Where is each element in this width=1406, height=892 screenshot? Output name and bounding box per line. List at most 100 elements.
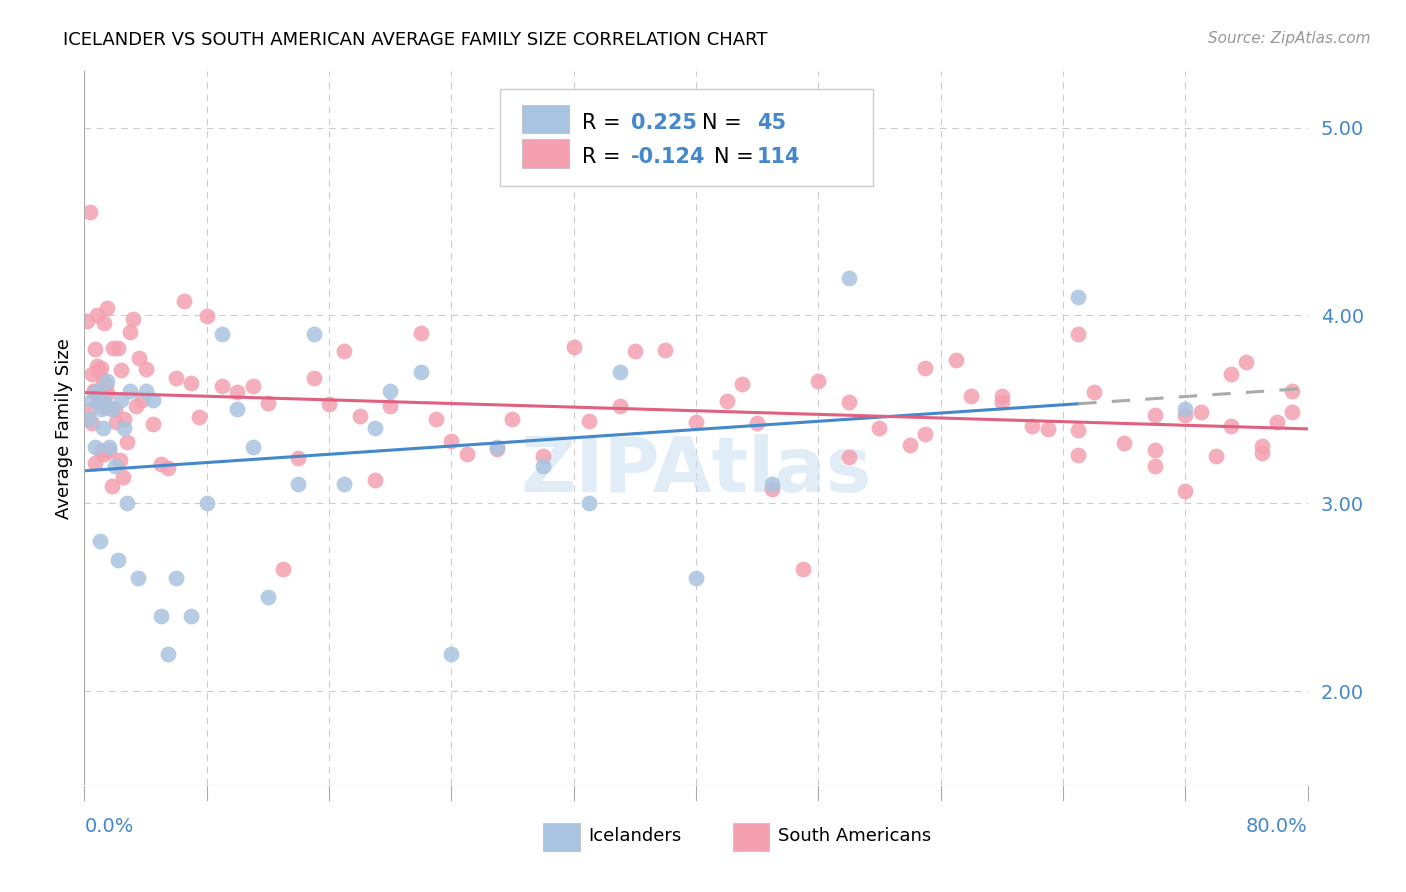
Point xyxy=(1036,422,1059,436)
Point xyxy=(287,477,309,491)
Point xyxy=(90,444,112,458)
Point xyxy=(1265,415,1288,429)
Point xyxy=(486,442,509,457)
Point xyxy=(86,384,108,398)
Point xyxy=(127,571,149,585)
Point xyxy=(1250,439,1272,453)
Point xyxy=(685,415,707,429)
Point xyxy=(1143,442,1166,457)
Text: 0.225: 0.225 xyxy=(631,112,697,133)
Point xyxy=(991,394,1014,409)
Point xyxy=(87,363,110,377)
Point xyxy=(93,392,115,407)
Point xyxy=(349,409,371,423)
Point xyxy=(578,496,600,510)
Point xyxy=(94,378,117,392)
Bar xyxy=(522,105,569,134)
Point xyxy=(211,379,233,393)
Point xyxy=(624,344,647,359)
Text: Source: ZipAtlas.com: Source: ZipAtlas.com xyxy=(1208,31,1371,46)
Point xyxy=(1067,423,1090,437)
Point xyxy=(380,399,402,413)
Point xyxy=(149,609,172,624)
Point xyxy=(149,457,172,471)
Point xyxy=(101,479,124,493)
Point xyxy=(1220,419,1243,434)
Bar xyxy=(733,823,769,851)
Point xyxy=(1143,458,1166,473)
Point xyxy=(111,470,134,484)
Point xyxy=(131,393,153,408)
Point xyxy=(716,393,738,408)
Point xyxy=(79,205,101,219)
Point xyxy=(302,327,325,342)
Point xyxy=(173,294,195,309)
Point xyxy=(409,365,432,379)
Point xyxy=(1083,384,1105,399)
Point xyxy=(211,327,233,342)
Point xyxy=(89,394,111,409)
Point xyxy=(90,402,112,417)
Point xyxy=(609,399,631,413)
Point xyxy=(122,312,145,326)
Point xyxy=(578,414,600,428)
Point xyxy=(105,416,128,430)
Point xyxy=(364,473,387,487)
Point xyxy=(1174,483,1197,498)
Point xyxy=(609,365,631,379)
Point xyxy=(93,447,115,461)
Point xyxy=(86,359,108,374)
Point xyxy=(1205,449,1227,463)
Point xyxy=(1067,290,1090,304)
Text: N =: N = xyxy=(702,112,748,133)
Point xyxy=(1067,326,1090,341)
Text: 0.0%: 0.0% xyxy=(84,817,134,836)
Point xyxy=(90,361,112,376)
Point xyxy=(101,402,124,417)
Bar xyxy=(522,139,569,168)
Point xyxy=(380,384,402,398)
FancyBboxPatch shape xyxy=(501,89,873,186)
Bar xyxy=(543,823,579,851)
Point xyxy=(226,402,249,417)
Point xyxy=(242,379,264,393)
Point xyxy=(1250,446,1272,460)
Point xyxy=(807,374,830,388)
Point xyxy=(486,440,509,454)
Point xyxy=(792,562,814,576)
Point xyxy=(77,411,100,425)
Point xyxy=(104,458,127,473)
Point xyxy=(425,412,447,426)
Point xyxy=(226,385,249,400)
Point xyxy=(112,412,135,426)
Point xyxy=(142,417,165,432)
Point xyxy=(1281,384,1303,399)
Point xyxy=(502,411,524,425)
Point xyxy=(838,450,860,464)
Point xyxy=(747,417,769,431)
Point xyxy=(257,396,280,410)
Point xyxy=(112,421,135,435)
Point xyxy=(93,316,115,330)
Point xyxy=(165,571,187,585)
Point xyxy=(96,374,118,388)
Point xyxy=(107,341,129,355)
Point xyxy=(562,340,585,354)
Point xyxy=(96,386,118,401)
Point xyxy=(685,571,707,585)
Point xyxy=(1021,419,1043,434)
Point xyxy=(96,301,118,315)
Text: R =: R = xyxy=(582,147,627,167)
Point xyxy=(76,314,98,328)
Point xyxy=(409,326,432,340)
Point xyxy=(838,394,860,409)
Point xyxy=(945,352,967,367)
Point xyxy=(1281,405,1303,419)
Point xyxy=(94,401,117,415)
Point xyxy=(654,343,676,357)
Point xyxy=(91,373,114,387)
Point xyxy=(98,401,121,416)
Point xyxy=(180,376,202,391)
Point xyxy=(135,362,157,376)
Point xyxy=(80,367,103,381)
